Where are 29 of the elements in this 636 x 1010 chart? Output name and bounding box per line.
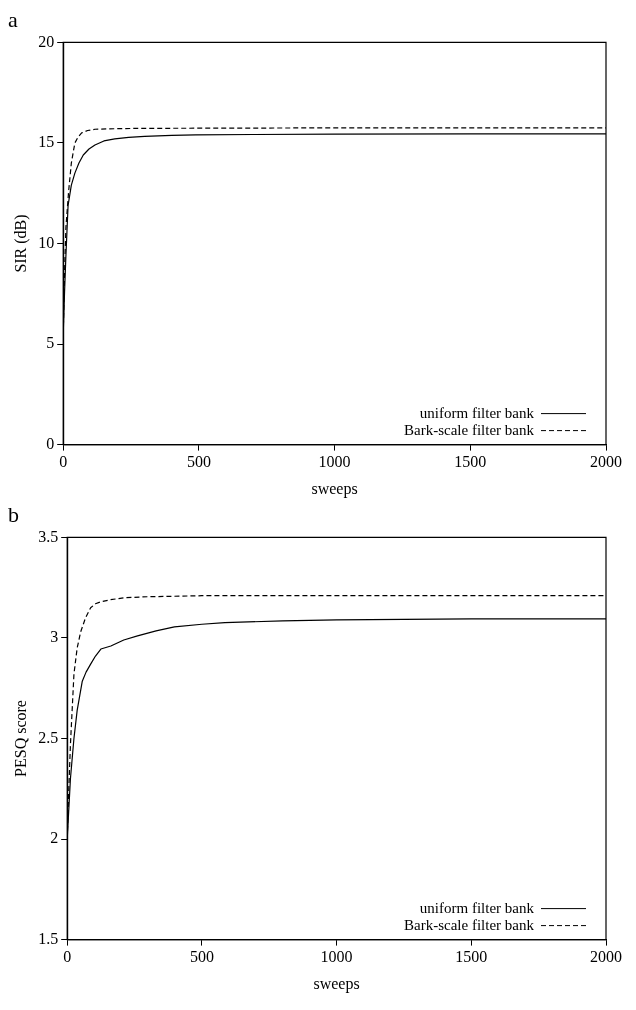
- y-tick-label: 20: [38, 32, 55, 50]
- y-tick-label: 0: [46, 434, 55, 452]
- chart-title: b: [8, 501, 19, 527]
- y-tick-label: 15: [38, 133, 55, 151]
- legend-label: Bark-scale filter bank: [404, 421, 535, 438]
- x-axis-title: sweeps: [313, 974, 360, 993]
- y-axis-title: PESQ score: [11, 700, 29, 777]
- x-tick-label: 0: [63, 948, 72, 966]
- x-tick-label: 500: [189, 948, 214, 966]
- x-tick-label: 2000: [590, 948, 622, 966]
- x-tick-label: 1500: [454, 453, 487, 471]
- y-tick-label: 1.5: [38, 929, 59, 947]
- x-tick-label: 1000: [318, 453, 351, 471]
- y-tick-label: 5: [46, 334, 55, 352]
- legend-label: Bark-scale filter bank: [404, 916, 535, 933]
- y-tick-label: 2: [50, 829, 59, 847]
- y-axis-title: SIR (dB): [11, 214, 30, 273]
- y-tick-label: 10: [38, 233, 55, 251]
- y-tick-label: 2.5: [38, 728, 59, 746]
- legend-label: uniform filter bank: [419, 404, 535, 421]
- x-tick-label: 1000: [320, 948, 353, 966]
- x-tick-label: 2000: [590, 453, 622, 471]
- x-tick-label: 500: [186, 453, 211, 471]
- x-axis-title: sweeps: [311, 479, 358, 498]
- legend-label: uniform filter bank: [419, 899, 535, 916]
- chart-title: a: [8, 6, 18, 32]
- y-tick-label: 3: [50, 628, 59, 646]
- y-tick-label: 3.5: [38, 527, 59, 545]
- x-tick-label: 1500: [455, 948, 488, 966]
